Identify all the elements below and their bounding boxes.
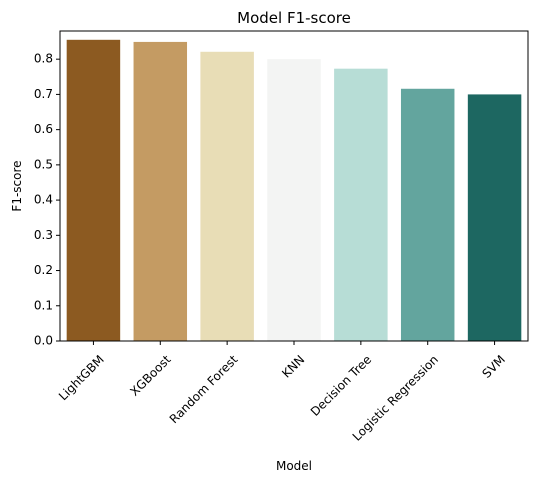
bar-knn bbox=[267, 59, 321, 341]
y-tick-label: 0.7 bbox=[34, 87, 53, 101]
x-tick-label: XGBoost bbox=[127, 352, 173, 398]
y-tick-label: 0.0 bbox=[34, 334, 53, 348]
bar-lightgbm bbox=[66, 39, 121, 341]
plot-frame bbox=[59, 30, 529, 342]
bars-group bbox=[66, 39, 522, 342]
y-tick-label: 0.8 bbox=[34, 52, 53, 66]
x-tick-label: LightGBM bbox=[56, 352, 107, 403]
y-tick-label: 0.6 bbox=[34, 122, 53, 136]
chart-title: Model F1-score bbox=[237, 9, 351, 27]
bar-random-forest bbox=[200, 51, 254, 342]
x-axis-label: Model bbox=[276, 459, 312, 473]
y-tick-label: 0.3 bbox=[34, 228, 53, 242]
y-tick-label: 0.4 bbox=[34, 193, 53, 207]
y-tick-label: 0.1 bbox=[34, 298, 53, 312]
y-axis: 0.0 0.1 0.2 0.3 0.4 0.5 0.6 0.7 0.8 bbox=[34, 52, 60, 348]
x-tick-label: Decision Tree bbox=[308, 352, 374, 418]
bar-svm bbox=[467, 94, 522, 341]
x-tick-label: Random Forest bbox=[167, 352, 241, 426]
y-tick-label: 0.2 bbox=[34, 263, 53, 277]
x-tick-label: KNN bbox=[279, 352, 307, 380]
y-tick-label: 0.5 bbox=[34, 157, 53, 171]
bar-xgboost bbox=[133, 41, 188, 341]
x-tick-label: SVM bbox=[479, 352, 507, 380]
y-axis-label: F1-score bbox=[10, 160, 24, 211]
bar-decision-tree bbox=[334, 68, 388, 342]
bar-logistic-regression bbox=[400, 88, 455, 341]
